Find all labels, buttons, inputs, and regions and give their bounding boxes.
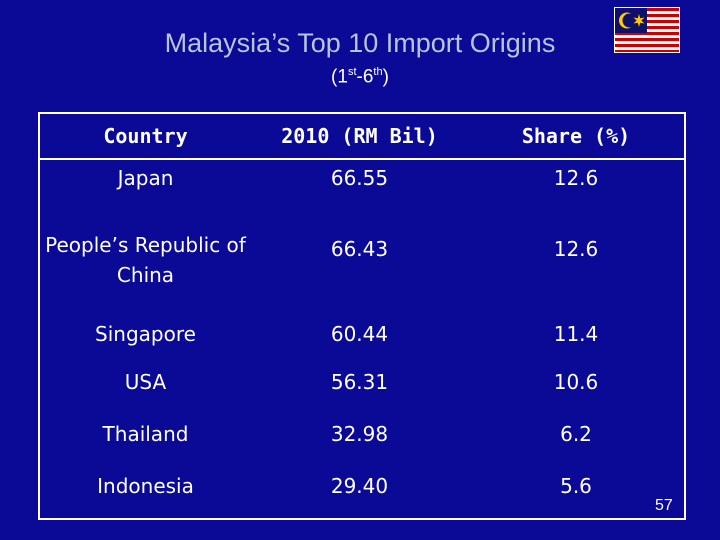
slide-subtitle: (1st-6th): [331, 66, 389, 88]
table-row: Indonesia 29.40 5.6: [39, 466, 685, 519]
flag-canton: [615, 8, 647, 33]
country-cell: Japan: [117, 166, 174, 190]
malaysia-flag-icon: [614, 7, 680, 53]
share-cell: 12.6: [553, 237, 599, 261]
country-cell: Thailand: [102, 422, 189, 446]
table-row: Japan 66.55 12.6: [39, 159, 685, 230]
share-cell: 12.6: [553, 166, 599, 190]
value-cell: 66.55: [330, 166, 389, 190]
country-cell: USA: [124, 370, 167, 394]
share-cell: 11.4: [553, 322, 599, 346]
country-cell: Singapore: [95, 322, 196, 346]
header-value-2010: 2010 (RM Bil): [251, 113, 468, 160]
header-country: Country: [39, 113, 251, 160]
share-cell: 5.6: [560, 474, 592, 498]
table-row: Singapore 60.44 11.4: [39, 320, 685, 362]
value-cell: 32.98: [330, 422, 389, 446]
header-share: Share (%): [468, 113, 685, 160]
table-header-row: Country 2010 (RM Bil) Share (%): [39, 113, 685, 160]
page-number: 57: [655, 497, 673, 514]
table-row: People’s Republic of China 66.43 12.6: [39, 230, 685, 320]
slide-title: Malaysia’s Top 10 Import Origins: [164, 28, 556, 58]
value-cell: 66.43: [330, 237, 389, 261]
country-cell: People’s Republic of China: [45, 233, 246, 287]
table-row: Thailand 32.98 6.2: [39, 414, 685, 466]
import-origins-table: Country 2010 (RM Bil) Share (%) Japan 66…: [38, 112, 686, 520]
country-cell: Indonesia: [97, 474, 194, 498]
share-cell: 6.2: [560, 422, 592, 446]
value-cell: 29.40: [330, 474, 389, 498]
value-cell: 56.31: [330, 370, 389, 394]
share-cell: 10.6: [553, 370, 599, 394]
table-row: USA 56.31 10.6: [39, 362, 685, 414]
value-cell: 60.44: [330, 322, 389, 346]
